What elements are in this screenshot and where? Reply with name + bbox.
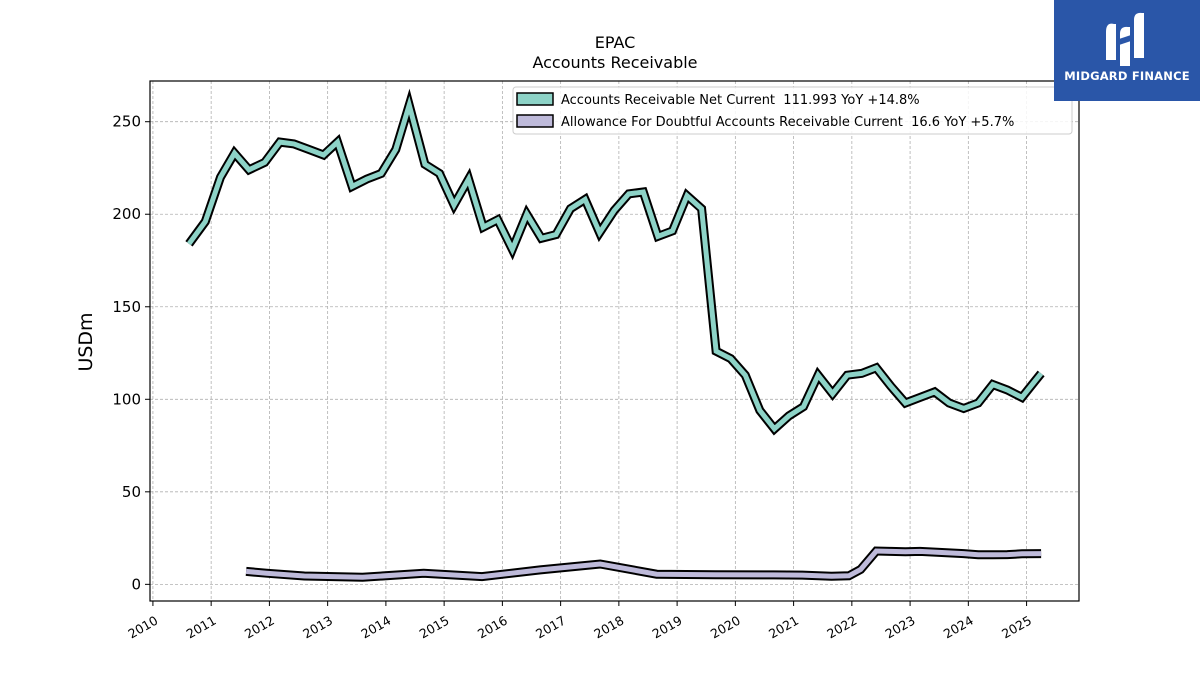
series-line-allowance [245,548,1042,580]
x-tick-label: 2014 [358,613,393,642]
series-lines [185,88,1045,582]
y-axis-label: USDm [75,312,97,371]
x-tick-label: 2020 [708,613,743,642]
x-tick-label: 2021 [766,613,801,642]
logo-text: MIDGARD FINANCE [1064,69,1190,83]
x-axis: 2010 2011 2012 2013 2014 2015 2016 2017 2018 2019… [125,601,1034,642]
x-tick-label: 2025 [999,613,1034,642]
legend-swatch-allowance [516,114,554,128]
x-tick-label: 2012 [242,613,277,642]
midgard-logo-icon [1106,12,1144,66]
x-tick-label: 2019 [650,613,685,642]
x-tick-label: 2010 [125,613,160,642]
x-tick-label: 2015 [417,613,452,642]
y-axis: 0 50 100 150 200 250 [112,113,150,593]
x-tick-label: 2018 [591,613,626,642]
x-tick-label: 2013 [300,613,335,642]
legend-label-accounts-receivable: Accounts Receivable Net Current 111.993 … [561,93,920,108]
chart-subtitle: Accounts Receivable [532,53,697,72]
legend: Accounts Receivable Net Current 111.993 … [512,86,1073,135]
x-tick-label: 2017 [533,613,568,642]
legend-frame [512,86,1073,135]
midgard-finance-logo: MIDGARD FINANCE [1054,0,1200,101]
y-tick-label: 200 [112,205,141,223]
y-tick-label: 100 [112,390,141,408]
y-tick-label: 50 [122,483,141,501]
y-tick-label: 250 [112,113,141,131]
legend-swatch-accounts-receivable [516,92,554,106]
y-tick-label: 0 [131,575,141,593]
chart-title: EPAC [595,33,636,52]
plot-frame [149,80,1080,602]
x-tick-label: 2011 [184,613,219,642]
grid [150,81,1079,601]
x-tick-label: 2023 [883,613,918,642]
y-tick-label: 150 [112,298,141,316]
x-tick-label: 2022 [824,613,859,642]
x-tick-label: 2016 [475,613,510,642]
legend-label-allowance: Allowance For Doubtful Accounts Receivab… [561,115,1014,130]
x-tick-label: 2024 [941,613,976,642]
series-line-accounts-receivable [186,95,1044,433]
